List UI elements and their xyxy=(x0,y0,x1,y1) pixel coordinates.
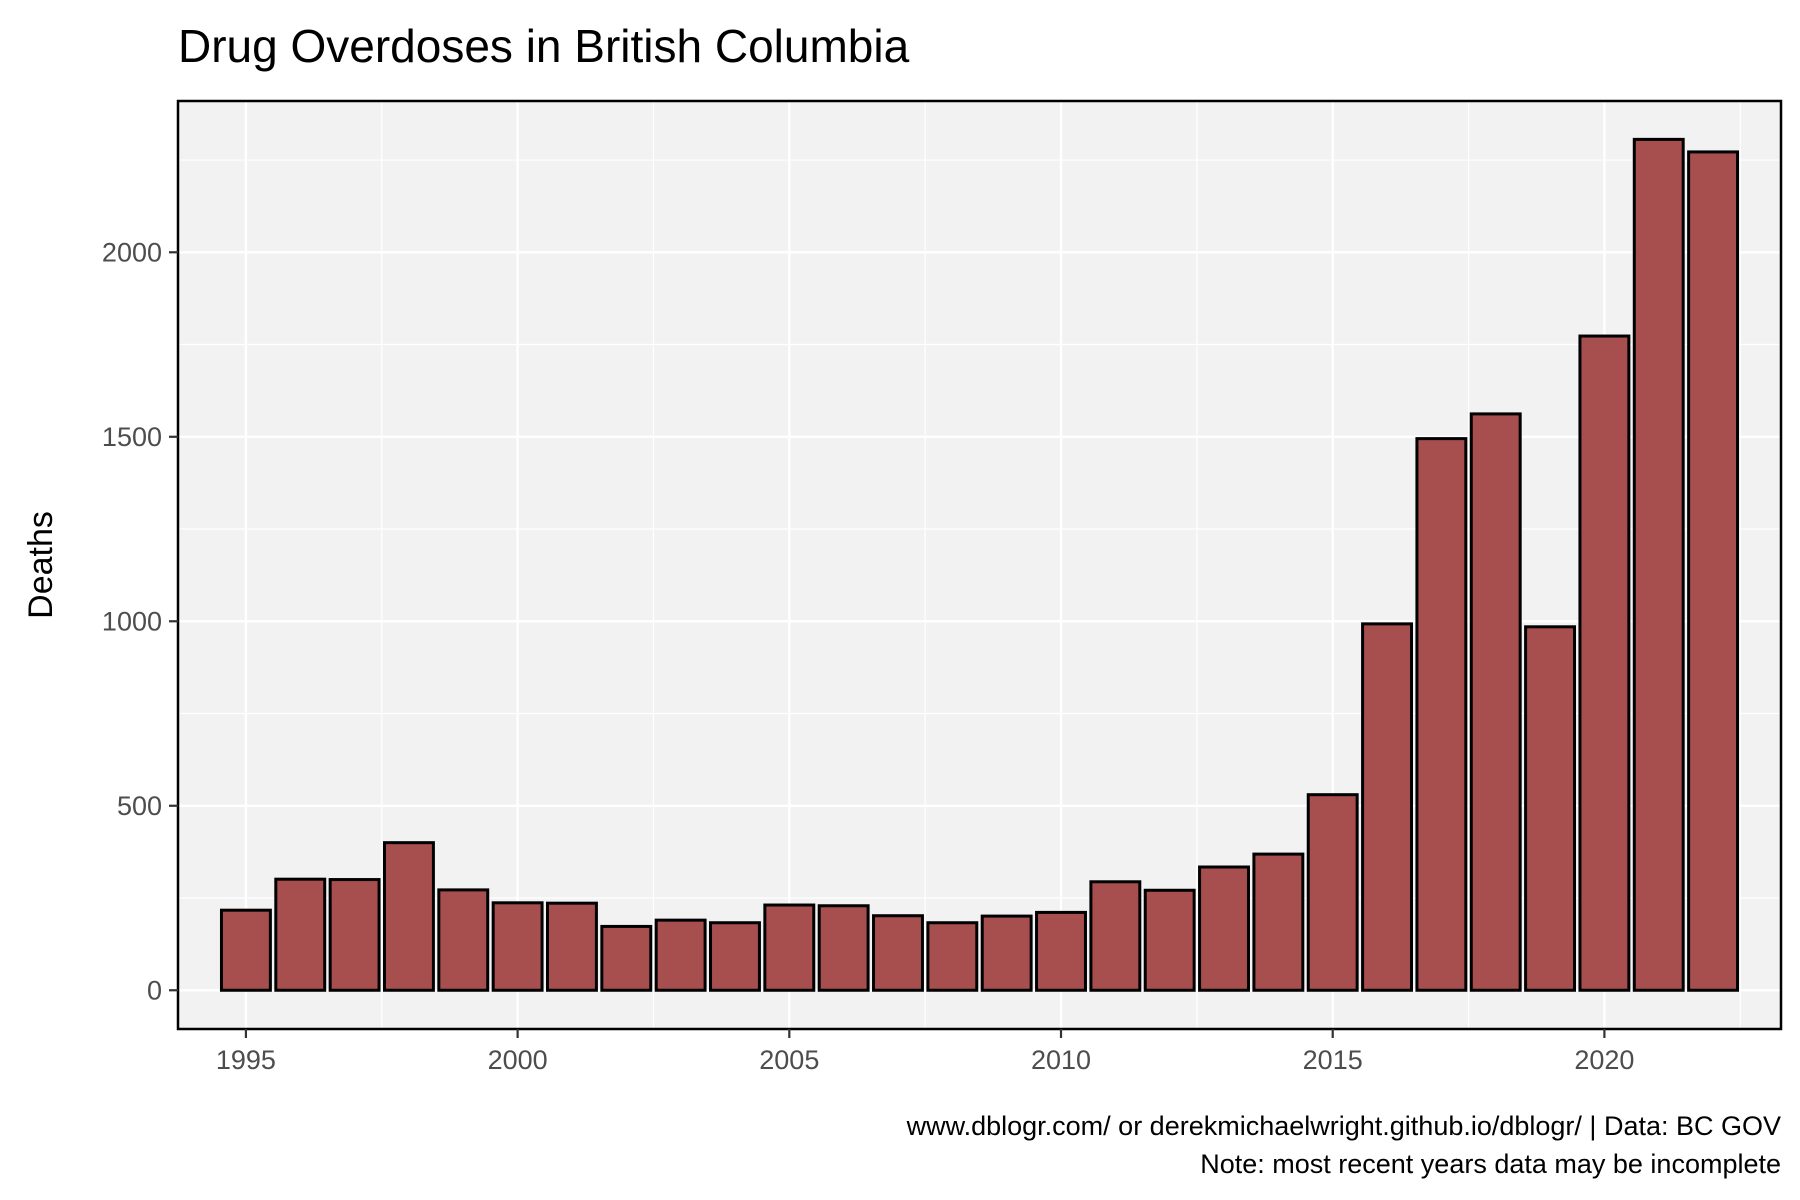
bar-2015 xyxy=(1306,793,1359,992)
caption-source: www.dblogr.com/ or derekmichaelwright.gi… xyxy=(906,1111,1781,1141)
bar-2007 xyxy=(872,914,924,992)
bar-1998 xyxy=(382,841,435,992)
bar-2002 xyxy=(600,924,653,992)
bar-2014 xyxy=(1252,852,1305,992)
caption-note: Note: most recent years data may be inco… xyxy=(1200,1149,1781,1179)
chart-title: Drug Overdoses in British Columbia xyxy=(178,20,910,72)
bar-1999 xyxy=(437,888,490,992)
bar-2008 xyxy=(926,921,979,992)
bar-2016 xyxy=(1361,622,1413,992)
bar-2005 xyxy=(763,903,816,992)
bars xyxy=(219,137,1740,992)
bar-2012 xyxy=(1143,888,1196,992)
y-tick-label: 0 xyxy=(147,975,162,1005)
bar-2017 xyxy=(1415,437,1468,992)
bar-2004 xyxy=(709,921,761,992)
y-tick-label: 1500 xyxy=(102,422,162,452)
bar-2003 xyxy=(654,918,707,992)
panel-border xyxy=(176,99,1783,1031)
bar-1996 xyxy=(274,877,327,992)
x-tick-label: 2000 xyxy=(488,1045,548,1075)
x-tick-label: 2010 xyxy=(1031,1045,1091,1075)
bar-1997 xyxy=(328,878,381,992)
bar-2009 xyxy=(980,914,1033,992)
y-axis-title: Deaths xyxy=(22,511,60,619)
bar-2011 xyxy=(1089,880,1142,992)
x-axis: 1995 2000 2005 2010 2015 2020 xyxy=(216,1029,1634,1075)
bar-2019 xyxy=(1524,625,1577,992)
bar-2018 xyxy=(1469,412,1522,992)
x-tick-label: 2015 xyxy=(1303,1045,1363,1075)
bar-1995 xyxy=(219,908,272,992)
y-axis: 0 500 1000 1500 2000 xyxy=(102,237,178,1005)
x-tick-label: 1995 xyxy=(216,1045,276,1075)
bar-2001 xyxy=(546,901,598,992)
bar-2000 xyxy=(491,901,544,992)
bar-2020 xyxy=(1578,334,1631,992)
bar-2010 xyxy=(1035,910,1087,992)
y-tick-label: 500 xyxy=(117,791,162,821)
bar-2006 xyxy=(817,904,870,992)
bar-2021 xyxy=(1632,137,1685,992)
x-tick-label: 2020 xyxy=(1574,1045,1634,1075)
x-tick-label: 2005 xyxy=(759,1045,819,1075)
y-tick-label: 2000 xyxy=(102,237,162,267)
y-tick-label: 1000 xyxy=(102,606,162,636)
bar-2013 xyxy=(1198,865,1250,992)
bar-2022 xyxy=(1687,150,1740,992)
